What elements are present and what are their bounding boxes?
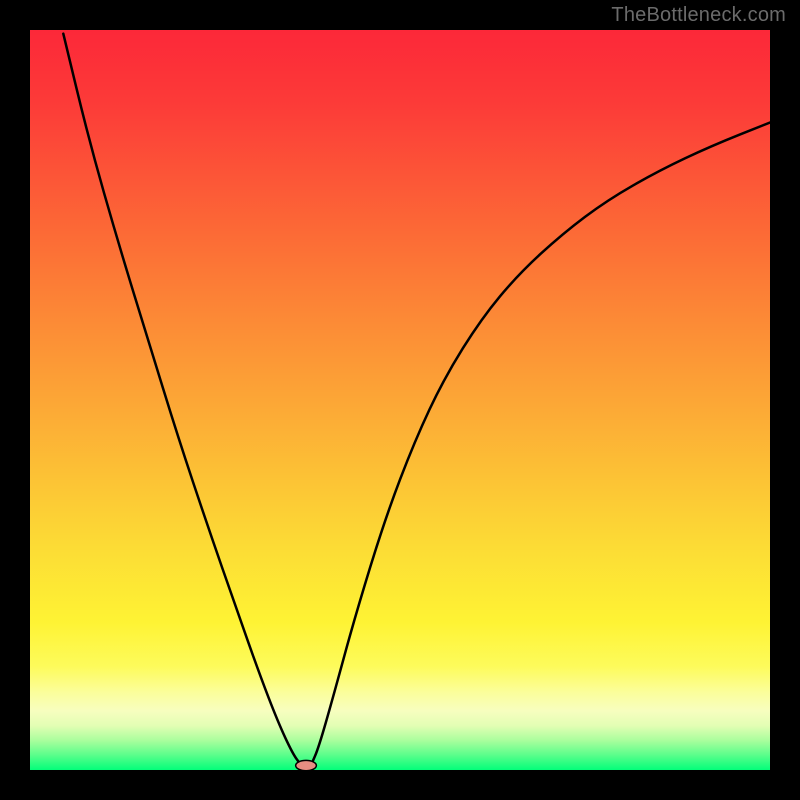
watermark-text: TheBottleneck.com bbox=[611, 4, 786, 27]
chart-frame: TheBottleneck.com bbox=[0, 0, 800, 800]
chart-plot bbox=[0, 0, 800, 800]
chart-background bbox=[30, 30, 770, 770]
bottleneck-curve-chart bbox=[0, 0, 800, 800]
optimal-point-marker bbox=[296, 760, 317, 770]
